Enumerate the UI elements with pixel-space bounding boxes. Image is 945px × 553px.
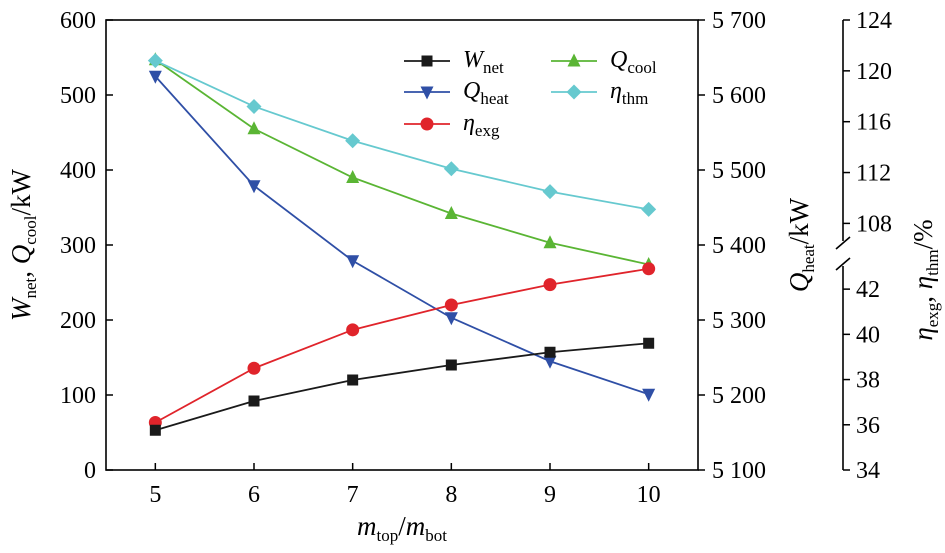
left-tick-label: 200 — [60, 308, 96, 334]
right-tick-label: 40 — [856, 322, 880, 348]
data-point-heat — [148, 70, 162, 84]
mid-tick-label: 5 700 — [712, 8, 766, 34]
data-point-exg — [642, 262, 656, 276]
series-thm — [147, 53, 657, 217]
mid-tick-label: 5 100 — [712, 458, 766, 484]
legend-marker-heat — [420, 86, 434, 100]
right-tick-label: 34 — [856, 458, 880, 484]
legend-label-heat: Qheat — [463, 78, 509, 108]
series-heat — [148, 70, 656, 402]
data-point-thm — [147, 53, 163, 69]
mid-tick-label: 5 600 — [712, 83, 766, 109]
left-tick-label: 0 — [84, 458, 96, 484]
legend-marker-thm — [566, 84, 582, 100]
x-tick-label: 7 — [347, 482, 359, 508]
data-point-net — [248, 395, 260, 407]
axis-break-mark — [835, 236, 851, 250]
x-tick-label: 8 — [445, 482, 457, 508]
mid-tick-label: 5 500 — [712, 158, 766, 184]
series-line-exg — [154, 267, 649, 424]
data-point-heat — [346, 255, 360, 269]
series-line-heat — [154, 75, 649, 396]
legend-label-cool: Qcool — [610, 47, 657, 77]
data-point-thm — [542, 184, 558, 200]
legend-marker-cool — [567, 53, 581, 67]
legend-label-thm: ηthm — [610, 78, 648, 108]
mid-tick-label: 5 300 — [712, 308, 766, 334]
left-tick-label: 400 — [60, 158, 96, 184]
legend-marker-net — [421, 55, 433, 67]
right-axis-label: ηexg, ηthm/% — [908, 219, 942, 340]
x-axis-label: mtop/mbot — [357, 511, 447, 545]
mid-axis-label: Qheat/kW — [784, 197, 818, 292]
x-tick-label: 10 — [637, 482, 661, 508]
right-tick-label: 124 — [856, 8, 892, 34]
legend-label-exg: ηexg — [463, 110, 500, 140]
series-line-thm — [154, 59, 649, 211]
data-point-exg — [444, 298, 458, 312]
right-tick-label: 108 — [856, 211, 892, 237]
data-point-exg — [346, 323, 360, 337]
data-point-thm — [246, 98, 262, 114]
data-point-net — [347, 374, 359, 386]
data-point-cool — [444, 206, 458, 219]
left-tick-label: 600 — [60, 8, 96, 34]
right-tick-label: 38 — [856, 368, 880, 394]
x-tick-label: 5 — [149, 482, 161, 508]
data-point-heat — [444, 312, 458, 326]
mid-tick-label: 5 400 — [712, 233, 766, 259]
data-point-net — [149, 424, 161, 436]
data-point-exg — [247, 361, 261, 375]
data-point-net — [445, 359, 457, 371]
axis-break-mark — [835, 257, 851, 271]
data-point-thm — [641, 201, 657, 217]
series-net — [149, 337, 655, 436]
right-tick-label: 112 — [856, 161, 891, 187]
left-tick-label: 500 — [60, 83, 96, 109]
data-point-heat — [543, 355, 557, 369]
series-line-cool — [154, 59, 649, 266]
data-point-net — [544, 346, 556, 358]
data-point-thm — [345, 133, 361, 149]
right-tick-label: 36 — [856, 413, 880, 439]
data-point-cool — [543, 235, 557, 249]
right-tick-label: 42 — [856, 277, 880, 303]
data-point-cool — [346, 170, 360, 183]
data-point-exg — [543, 278, 557, 292]
data-point-cool — [247, 121, 261, 135]
legend-label-net: Wnet — [463, 47, 504, 77]
x-tick-label: 6 — [248, 482, 260, 508]
series-cool — [148, 52, 656, 270]
data-point-heat — [642, 388, 656, 402]
x-tick-label: 9 — [544, 482, 556, 508]
left-tick-label: 300 — [60, 233, 96, 259]
right-tick-label: 120 — [856, 59, 892, 85]
right-tick-label: 116 — [856, 110, 891, 136]
series-line-net — [155, 342, 649, 432]
left-tick-label: 100 — [60, 383, 96, 409]
data-point-net — [643, 337, 655, 349]
series-exg — [148, 262, 656, 430]
mid-tick-label: 5 200 — [712, 383, 766, 409]
axes: 0 100 200 300 400 500 600 5 6 7 8 9 10 5 100 5 200 5 30… — [6, 8, 942, 545]
data-point-thm — [443, 161, 459, 177]
data-point-heat — [247, 180, 261, 194]
legend-marker-exg — [420, 117, 434, 131]
left-axis-label: Wnet, Qcool/kW — [6, 168, 40, 321]
